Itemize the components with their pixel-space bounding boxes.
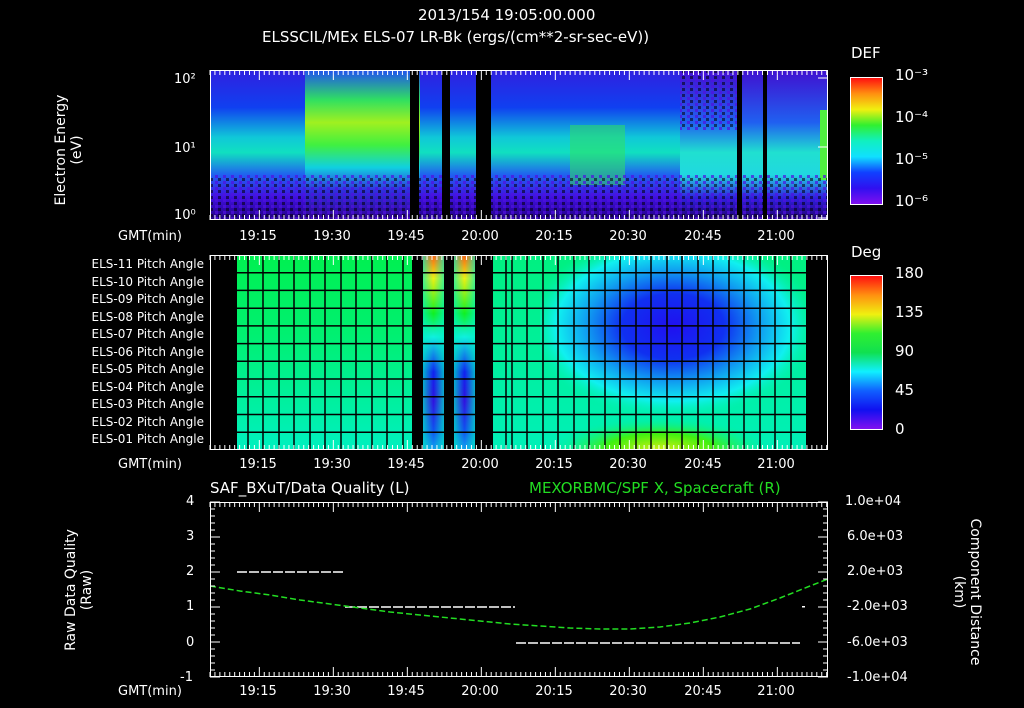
energy-yunit: (eV) bbox=[69, 135, 85, 165]
pitch-angle-xlabel: GMT(min) bbox=[118, 457, 182, 472]
deg-colorbar-label: 180 bbox=[895, 264, 924, 282]
energy-ytick-1: 10⁰ bbox=[174, 208, 196, 223]
pitch-angle-row-label: ELS-05 Pitch Angle bbox=[91, 362, 204, 376]
quality-xlabel: GMT(min) bbox=[118, 684, 182, 699]
pitch-angle-row-label: ELS-02 Pitch Angle bbox=[91, 415, 204, 429]
pitch-angle-row-label: ELS-03 Pitch Angle bbox=[91, 397, 204, 411]
left-ytick: 0 bbox=[186, 635, 195, 650]
quality-lines bbox=[210, 571, 828, 644]
pitch-angle-xtick: 19:45 bbox=[387, 457, 425, 472]
energy-ylabel-group: Electron Energy (eV) bbox=[0, 95, 158, 206]
energy-ytick-100: 10² bbox=[174, 72, 196, 87]
spectrogram-image bbox=[210, 70, 828, 220]
left-ytick: 4 bbox=[186, 494, 195, 509]
panel1-title: ELSSCIL/MEx ELS-07 LR-Bk (ergs/(cm**2-sr… bbox=[262, 28, 650, 46]
energy-ylabel: Electron Energy bbox=[53, 94, 69, 206]
pitch-angle-xtick: 20:45 bbox=[684, 457, 722, 472]
energy-xtick: 19:45 bbox=[387, 229, 425, 244]
spacecraft-x-series bbox=[210, 578, 828, 630]
energy-ytick-10: 10¹ bbox=[174, 141, 196, 156]
pitch-angle-row-label: ELS-09 Pitch Angle bbox=[91, 292, 204, 306]
component-distance-yunit: (km) bbox=[951, 575, 967, 609]
data-quality-ylabel-group: Raw Data Quality (Raw) bbox=[0, 529, 168, 651]
energy-xtick: 20:15 bbox=[535, 229, 573, 244]
energy-xlabel: GMT(min) bbox=[118, 229, 182, 244]
deg-colorbar-title: Deg bbox=[851, 243, 882, 261]
pitch-angle-grid bbox=[210, 255, 828, 450]
data-quality-yunit: (Raw) bbox=[79, 569, 95, 611]
pitch-angle-image bbox=[210, 255, 828, 450]
right-ytick: 2.0e+03 bbox=[847, 564, 904, 579]
data-quality-series bbox=[237, 571, 800, 644]
deg-colorbar-label: 135 bbox=[895, 303, 924, 321]
energy-xtick: 19:15 bbox=[239, 229, 277, 244]
energy-xtick: 19:30 bbox=[313, 229, 351, 244]
right-ytick: -2.0e+03 bbox=[847, 599, 908, 614]
quality-xtick: 19:30 bbox=[313, 684, 351, 699]
energy-xtick: 20:45 bbox=[684, 229, 722, 244]
component-distance-ylabel: Component Distance bbox=[967, 518, 983, 666]
quality-xtick: 20:30 bbox=[609, 684, 647, 699]
quality-plot-frame bbox=[210, 502, 828, 677]
pitch-angle-plot-frame bbox=[210, 255, 828, 450]
def-colorbar-title: DEF bbox=[851, 44, 881, 62]
quality-xtick: 20:15 bbox=[535, 684, 573, 699]
energy-plot-frame bbox=[210, 70, 828, 220]
left-ytick: -1 bbox=[180, 670, 193, 685]
pitch-angle-row-label: ELS-07 Pitch Angle bbox=[91, 327, 204, 341]
component-distance-ylabel-group: Component Distance (km) bbox=[873, 519, 1024, 666]
pitch-angle-xtick: 20:00 bbox=[461, 457, 499, 472]
quality-xtick: 19:45 bbox=[387, 684, 425, 699]
deg-colorbar-label: 0 bbox=[895, 420, 905, 438]
pitch-angle-xtick: 21:00 bbox=[757, 457, 795, 472]
deg-colorbar-label: 45 bbox=[895, 381, 915, 399]
pitch-angle-row-label: ELS-01 Pitch Angle bbox=[91, 432, 204, 446]
pitch-angle-row-label: ELS-10 Pitch Angle bbox=[91, 275, 204, 289]
left-ytick: 1 bbox=[186, 599, 195, 614]
pitch-angle-heatmap bbox=[210, 255, 828, 450]
right-ytick: -1.0e+04 bbox=[847, 670, 908, 685]
pitch-angle-row-label: ELS-11 Pitch Angle bbox=[91, 257, 204, 271]
data-quality-ylabel: Raw Data Quality bbox=[63, 529, 79, 651]
right-ytick: -6.0e+03 bbox=[847, 635, 908, 650]
pitch-angle-xtick: 20:30 bbox=[609, 457, 647, 472]
energy-xtick: 20:30 bbox=[609, 229, 647, 244]
quality-plot bbox=[210, 502, 828, 677]
quality-xtick: 19:15 bbox=[239, 684, 277, 699]
left-ytick: 2 bbox=[186, 564, 195, 579]
energy-spectrogram bbox=[210, 70, 828, 220]
pitch-angle-row-label: ELS-06 Pitch Angle bbox=[91, 345, 204, 359]
right-ytick: 1.0e+04 bbox=[845, 494, 902, 509]
def-colorbar-label: 10⁻⁴ bbox=[895, 108, 929, 126]
energy-xtick: 21:00 bbox=[757, 229, 795, 244]
spacecraft-x-title: MEXORBMC/SPF X, Spacecraft (R) bbox=[529, 479, 781, 497]
deg-colorbar bbox=[850, 275, 883, 430]
quality-xtick: 21:00 bbox=[757, 684, 795, 699]
pitch-angle-row-label: ELS-04 Pitch Angle bbox=[91, 380, 204, 394]
right-ytick: 6.0e+03 bbox=[847, 529, 904, 544]
def-colorbar-label: 10⁻⁶ bbox=[895, 192, 929, 210]
pitch-angle-row-label: ELS-08 Pitch Angle bbox=[91, 310, 204, 324]
energy-xtick: 20:00 bbox=[461, 229, 499, 244]
def-colorbar bbox=[850, 77, 883, 205]
left-ytick: 3 bbox=[186, 529, 195, 544]
deg-colorbar-label: 90 bbox=[895, 342, 915, 360]
pitch-angle-xtick: 20:15 bbox=[535, 457, 573, 472]
plot-datetime: 2013/154 19:05:00.000 bbox=[418, 6, 596, 24]
data-quality-title: SAF_BXuT/Data Quality (L) bbox=[210, 479, 410, 497]
pitch-angle-xtick: 19:15 bbox=[239, 457, 277, 472]
quality-xtick: 20:45 bbox=[684, 684, 722, 699]
quality-xtick: 20:00 bbox=[461, 684, 499, 699]
def-colorbar-label: 10⁻³ bbox=[895, 66, 929, 84]
pitch-angle-xtick: 19:30 bbox=[313, 457, 351, 472]
def-colorbar-label: 10⁻⁵ bbox=[895, 150, 929, 168]
